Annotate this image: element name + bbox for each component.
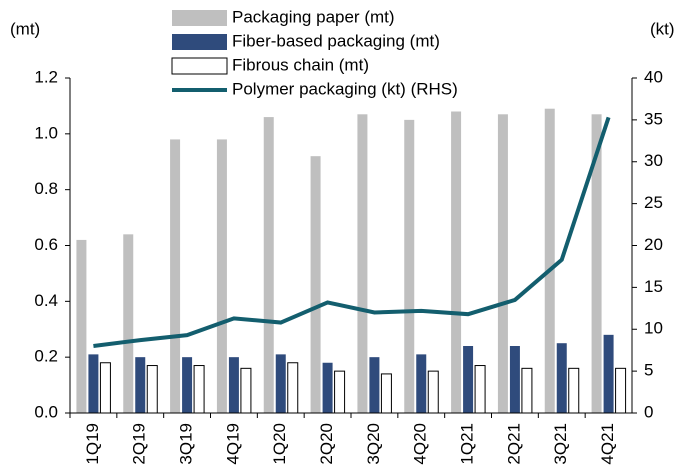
bar — [357, 114, 368, 414]
legend-label: Fibrous chain (mt) — [232, 55, 369, 74]
bar — [380, 373, 392, 414]
bar — [182, 357, 193, 413]
y-tick-label: 1.2 — [34, 67, 58, 86]
bar — [216, 139, 227, 413]
y2-axis-label: (kt) — [650, 19, 675, 38]
bar — [170, 139, 181, 413]
legend-swatch — [172, 34, 227, 50]
y2-tick-label: 40 — [644, 67, 663, 86]
y-tick-label: 0.2 — [34, 347, 58, 366]
bar — [88, 354, 99, 413]
bar — [240, 367, 252, 414]
x-tick-label: 3Q19 — [177, 423, 196, 465]
y2-tick-label: 10 — [644, 319, 663, 338]
y2-tick-label: 0 — [644, 402, 653, 421]
bar — [135, 357, 146, 413]
x-tick-label: 4Q19 — [223, 423, 242, 465]
bar — [404, 119, 415, 413]
bar — [287, 362, 299, 414]
bar — [193, 365, 205, 414]
x-tick-label: 1Q19 — [83, 423, 102, 465]
y-tick-label: 0.0 — [34, 402, 58, 421]
bar — [146, 365, 158, 414]
x-tick-label: 2Q20 — [317, 423, 336, 465]
x-tick-label: 2Q19 — [130, 423, 149, 465]
bar — [474, 365, 486, 414]
bar — [427, 370, 439, 414]
legend-label: Polymer packaging (kt) (RHS) — [232, 79, 458, 98]
bar — [228, 357, 239, 413]
y2-tick-label: 35 — [644, 109, 663, 128]
legend-label: Fiber-based packaging (mt) — [232, 31, 440, 50]
y-tick-label: 0.6 — [34, 235, 58, 254]
bar — [310, 156, 321, 413]
bar — [275, 354, 286, 413]
bar — [416, 354, 427, 413]
x-tick-label: 1Q21 — [458, 423, 477, 465]
bar — [615, 367, 627, 414]
bar — [369, 357, 380, 413]
y-axis-label: (mt) — [10, 19, 40, 38]
bar — [334, 370, 346, 414]
x-tick-label: 2Q21 — [504, 423, 523, 465]
line-series — [93, 116, 611, 348]
bar — [603, 334, 614, 413]
x-tick-label: 4Q21 — [598, 423, 617, 465]
bar — [76, 239, 87, 413]
bar — [123, 234, 134, 413]
bar — [509, 346, 520, 413]
y2-tick-label: 20 — [644, 235, 663, 254]
bar — [497, 114, 508, 414]
y-tick-label: 0.4 — [34, 291, 58, 310]
bar — [544, 108, 555, 413]
x-tick-label: 3Q20 — [364, 423, 383, 465]
bar — [521, 367, 533, 414]
y2-tick-label: 30 — [644, 151, 663, 170]
y2-tick-label: 5 — [644, 361, 653, 380]
x-tick-label: 3Q21 — [551, 423, 570, 465]
bar — [556, 343, 567, 413]
y-tick-label: 0.8 — [34, 179, 58, 198]
legend-label: Packaging paper (mt) — [232, 7, 395, 26]
y-tick-label: 1.0 — [34, 123, 58, 142]
legend-swatch — [172, 10, 227, 26]
bar — [568, 367, 580, 414]
bar — [451, 111, 462, 413]
legend-swatch — [171, 57, 228, 75]
x-tick-label: 4Q20 — [411, 423, 430, 465]
y2-tick-label: 15 — [644, 277, 663, 296]
bar — [463, 346, 474, 413]
bar — [263, 117, 274, 413]
x-tick-label: 1Q20 — [270, 423, 289, 465]
y2-tick-label: 25 — [644, 193, 663, 212]
bar — [591, 114, 602, 414]
bar — [99, 362, 111, 414]
bar — [322, 362, 333, 413]
